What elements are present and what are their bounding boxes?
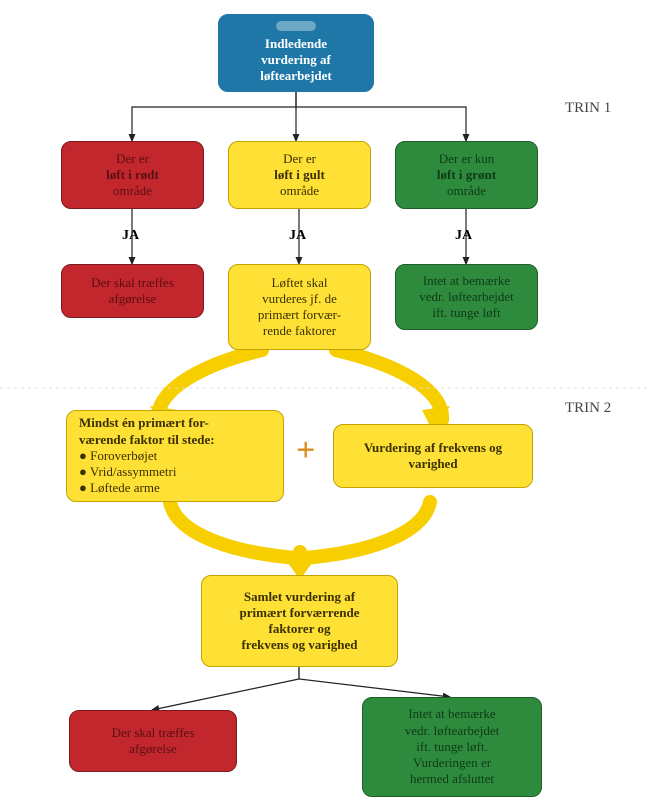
node-text: Der er kun xyxy=(439,151,495,167)
node-text: værende faktor til stede: xyxy=(79,432,215,448)
node-n_grn1: Der er kunløft i grøntområde xyxy=(395,141,538,209)
node-text: varighed xyxy=(408,456,457,472)
node-text: Vurdering af frekvens og xyxy=(364,440,502,456)
node-n_grn2: Intet at bemærkevedr. løftearbejdetift. … xyxy=(395,264,538,330)
node-text: Intet at bemærke xyxy=(408,706,495,722)
node-text: Samlet vurdering af xyxy=(244,589,355,605)
node-text: rende faktorer xyxy=(263,323,336,339)
node-n_sam: Samlet vurdering afprimært forværrendefa… xyxy=(201,575,398,667)
node-text: løft i grønt xyxy=(437,167,496,183)
label-ja-3: JA xyxy=(455,228,472,244)
node-text: afgørelse xyxy=(129,741,177,757)
node-text: Indledende xyxy=(265,36,327,52)
node-n_grn3: Intet at bemærkevedr. løftearbejdetift. … xyxy=(362,697,542,797)
node-text: ift. tunge løft xyxy=(432,305,500,321)
node-text: Mindst én primært for- xyxy=(79,415,209,431)
node-n_frek: Vurdering af frekvens ogvarighed xyxy=(333,424,533,488)
node-n_yel2: Løftet skalvurderes jf. deprimært forvær… xyxy=(228,264,371,350)
node-n_start: Indledendevurdering afløftearbejdet xyxy=(218,14,374,92)
label-trin2: TRIN 2 xyxy=(565,400,611,417)
node-text: Der er xyxy=(116,151,149,167)
node-text: ● Vrid/assymmetri xyxy=(79,464,176,480)
node-text: vedr. løftearbejdet xyxy=(419,289,514,305)
node-text: løftearbejdet xyxy=(260,68,331,84)
node-n_red1: Der erløft i rødtområde xyxy=(61,141,204,209)
node-n_yel1: Der erløft i gultområde xyxy=(228,141,371,209)
header-tab-icon xyxy=(276,21,316,31)
node-text: ● Foroverbøjet xyxy=(79,448,157,464)
label-ja-1: JA xyxy=(122,228,139,244)
node-text: ift. tunge løft. xyxy=(416,739,488,755)
node-text: vurdering af xyxy=(261,52,331,68)
node-text: faktorer og xyxy=(269,621,331,637)
label-trin1: TRIN 1 xyxy=(565,100,611,117)
node-text: frekvens og varighed xyxy=(241,637,357,653)
node-text: ● Løftede arme xyxy=(79,480,160,496)
node-text: primært forværrende xyxy=(240,605,360,621)
node-text: Der skal træffes xyxy=(91,275,174,291)
node-text: område xyxy=(280,183,319,199)
node-text: område xyxy=(447,183,486,199)
node-text: Intet at bemærke xyxy=(423,273,510,289)
node-text: løft i gult xyxy=(274,167,325,183)
node-text: Vurderingen er xyxy=(413,755,491,771)
node-text: Løftet skal xyxy=(272,275,328,291)
label-ja-2: JA xyxy=(289,228,306,244)
plus-icon: + xyxy=(296,432,315,470)
node-text: område xyxy=(113,183,152,199)
node-text: afgørelse xyxy=(109,291,157,307)
node-text: hermed afsluttet xyxy=(410,771,494,787)
node-n_red2: Der skal træffesafgørelse xyxy=(61,264,204,318)
node-text: vurderes jf. de xyxy=(262,291,337,307)
node-text: løft i rødt xyxy=(106,167,159,183)
node-text: Der er xyxy=(283,151,316,167)
node-text: primært forvær- xyxy=(258,307,341,323)
flow-edges xyxy=(0,0,649,800)
node-n_fak: Mindst én primært for-værende faktor til… xyxy=(66,410,284,502)
node-text: Der skal træffes xyxy=(112,725,195,741)
node-text: vedr. løftearbejdet xyxy=(405,723,500,739)
node-n_red3: Der skal træffesafgørelse xyxy=(69,710,237,772)
